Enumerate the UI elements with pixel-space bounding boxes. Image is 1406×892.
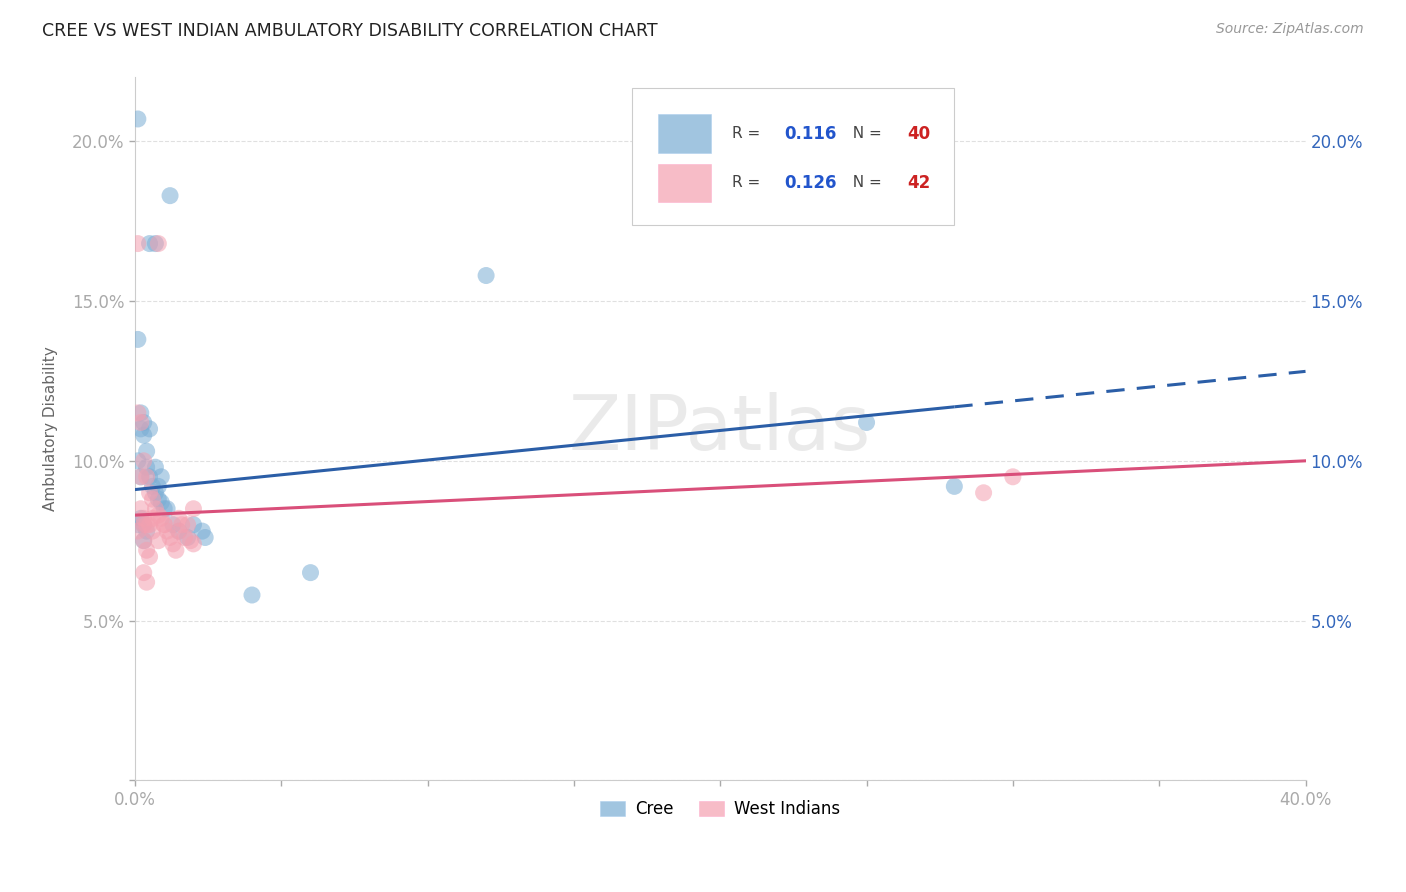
Point: [138, 470, 160, 484]
Point: [135, 543, 157, 558]
Point: [148, 508, 170, 523]
Point: [135, 470, 157, 484]
Point: [167, 524, 190, 538]
Point: [167, 511, 190, 525]
Point: [153, 517, 176, 532]
Point: [194, 531, 217, 545]
Point: [170, 517, 193, 532]
Text: N =: N =: [844, 176, 887, 190]
Point: [145, 236, 167, 251]
Point: [129, 406, 152, 420]
Point: [129, 511, 152, 525]
Point: [240, 588, 263, 602]
Point: [132, 454, 155, 468]
Point: [855, 416, 877, 430]
Text: R =: R =: [733, 126, 765, 141]
Point: [138, 549, 160, 564]
Text: ZIPatlas: ZIPatlas: [569, 392, 872, 466]
Point: [129, 422, 152, 436]
Point: [173, 531, 195, 545]
Point: [135, 517, 157, 532]
Point: [176, 517, 198, 532]
Point: [132, 428, 155, 442]
Text: R =: R =: [733, 176, 765, 190]
Point: [127, 524, 149, 538]
Point: [129, 470, 152, 484]
Point: [148, 479, 170, 493]
Point: [132, 517, 155, 532]
Point: [127, 333, 149, 347]
Point: [135, 444, 157, 458]
Point: [138, 236, 160, 251]
Point: [148, 236, 170, 251]
Point: [127, 112, 149, 126]
Point: [299, 566, 322, 580]
Point: [129, 470, 152, 484]
Text: N =: N =: [844, 126, 887, 141]
FancyBboxPatch shape: [658, 163, 711, 202]
Point: [159, 531, 181, 545]
Point: [138, 485, 160, 500]
Point: [135, 524, 157, 538]
FancyBboxPatch shape: [633, 88, 955, 225]
Text: 0.126: 0.126: [785, 174, 837, 192]
Point: [132, 566, 155, 580]
Point: [141, 492, 163, 507]
Point: [176, 531, 198, 545]
Point: [180, 533, 202, 548]
Point: [475, 268, 498, 283]
Point: [127, 236, 149, 251]
Point: [191, 524, 214, 538]
Point: [135, 575, 157, 590]
Point: [150, 511, 173, 525]
Text: CREE VS WEST INDIAN AMBULATORY DISABILITY CORRELATION CHART: CREE VS WEST INDIAN AMBULATORY DISABILIT…: [42, 22, 658, 40]
Y-axis label: Ambulatory Disability: Ambulatory Disability: [44, 346, 58, 511]
Point: [127, 406, 149, 420]
Point: [162, 537, 184, 551]
Point: [153, 517, 176, 532]
Point: [148, 492, 170, 507]
Point: [127, 517, 149, 532]
Point: [141, 511, 163, 525]
Point: [162, 517, 184, 532]
Point: [141, 479, 163, 493]
Point: [165, 543, 187, 558]
Text: 42: 42: [907, 174, 931, 192]
Point: [129, 501, 152, 516]
Point: [141, 524, 163, 538]
Point: [156, 524, 179, 538]
Point: [973, 485, 995, 500]
Point: [167, 524, 190, 538]
Point: [183, 501, 205, 516]
Text: Source: ZipAtlas.com: Source: ZipAtlas.com: [1216, 22, 1364, 37]
Point: [150, 495, 173, 509]
Point: [145, 460, 167, 475]
Point: [127, 454, 149, 468]
Point: [138, 517, 160, 532]
Point: [145, 485, 167, 500]
Point: [1001, 470, 1024, 484]
Text: 40: 40: [907, 125, 931, 143]
Point: [132, 511, 155, 525]
Point: [132, 416, 155, 430]
Point: [153, 501, 176, 516]
FancyBboxPatch shape: [658, 114, 711, 153]
Text: 0.116: 0.116: [785, 125, 837, 143]
Point: [138, 422, 160, 436]
Point: [132, 533, 155, 548]
Point: [943, 479, 966, 493]
Point: [129, 416, 152, 430]
Point: [150, 470, 173, 484]
Point: [132, 533, 155, 548]
Point: [145, 501, 167, 516]
Point: [148, 533, 170, 548]
Point: [135, 460, 157, 475]
Point: [156, 501, 179, 516]
Point: [159, 188, 181, 202]
Point: [183, 537, 205, 551]
Point: [183, 517, 205, 532]
Legend: Cree, West Indians: Cree, West Indians: [593, 793, 846, 825]
Point: [132, 517, 155, 532]
